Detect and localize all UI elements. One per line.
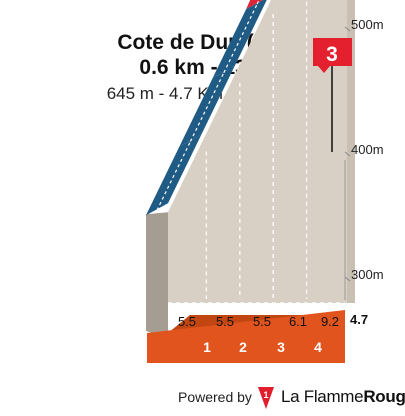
total-distance-label: 4.7 bbox=[350, 312, 368, 327]
footer: Powered by 1 La FlammeRouge bbox=[0, 386, 405, 410]
profile-side-face bbox=[146, 212, 168, 338]
svg-text:1: 1 bbox=[263, 390, 268, 400]
y-tick-label-500m: 500m bbox=[351, 17, 384, 32]
gradient-label-1: 5.5 bbox=[178, 314, 196, 329]
profile-right-edge bbox=[347, 0, 355, 303]
km-marker-4: 4 bbox=[314, 339, 322, 355]
gradient-segment-dash-1 bbox=[156, 141, 191, 211]
marker-sign bbox=[313, 38, 352, 73]
powered-by-label: Powered by bbox=[178, 389, 252, 405]
marker-sign-label: 3 bbox=[326, 43, 338, 66]
brand-name-part-1: La Flamme bbox=[281, 387, 364, 406]
gradient-label-2: 5.5 bbox=[216, 314, 234, 329]
km-marker-2: 2 bbox=[239, 339, 247, 355]
gradient-segment-2 bbox=[179, 65, 235, 147]
gradient-label-5: 9.2 bbox=[321, 314, 339, 329]
profile-area bbox=[168, 0, 347, 303]
gradient-label-4: 6.1 bbox=[289, 314, 307, 329]
y-gridline-500m bbox=[344, 26, 351, 32]
y-gridline-300m bbox=[344, 276, 351, 282]
brand-name-part-2: Rouge bbox=[363, 387, 405, 406]
km-band bbox=[147, 333, 345, 363]
km-marker-1: 1 bbox=[203, 339, 211, 355]
flamme-rouge-logo-icon: 1 bbox=[258, 387, 274, 409]
gradient-segment-1 bbox=[146, 134, 202, 216]
gradient-segment-dash-2 bbox=[189, 72, 225, 142]
brand-name: La FlammeRouge bbox=[281, 387, 405, 407]
y-tick-label-300m: 300m bbox=[351, 267, 384, 282]
y-tick-label-400m: 400m bbox=[351, 142, 384, 157]
km-marker-3: 3 bbox=[277, 339, 285, 355]
y-gridline-400m bbox=[344, 151, 351, 157]
gradient-segment-dash-3 bbox=[223, 3, 258, 74]
elevation-profile-chart: 300m400m500m600m 3 5.55.55.56.19.212344.… bbox=[146, 0, 384, 363]
gradient-label-3: 5.5 bbox=[253, 314, 271, 329]
